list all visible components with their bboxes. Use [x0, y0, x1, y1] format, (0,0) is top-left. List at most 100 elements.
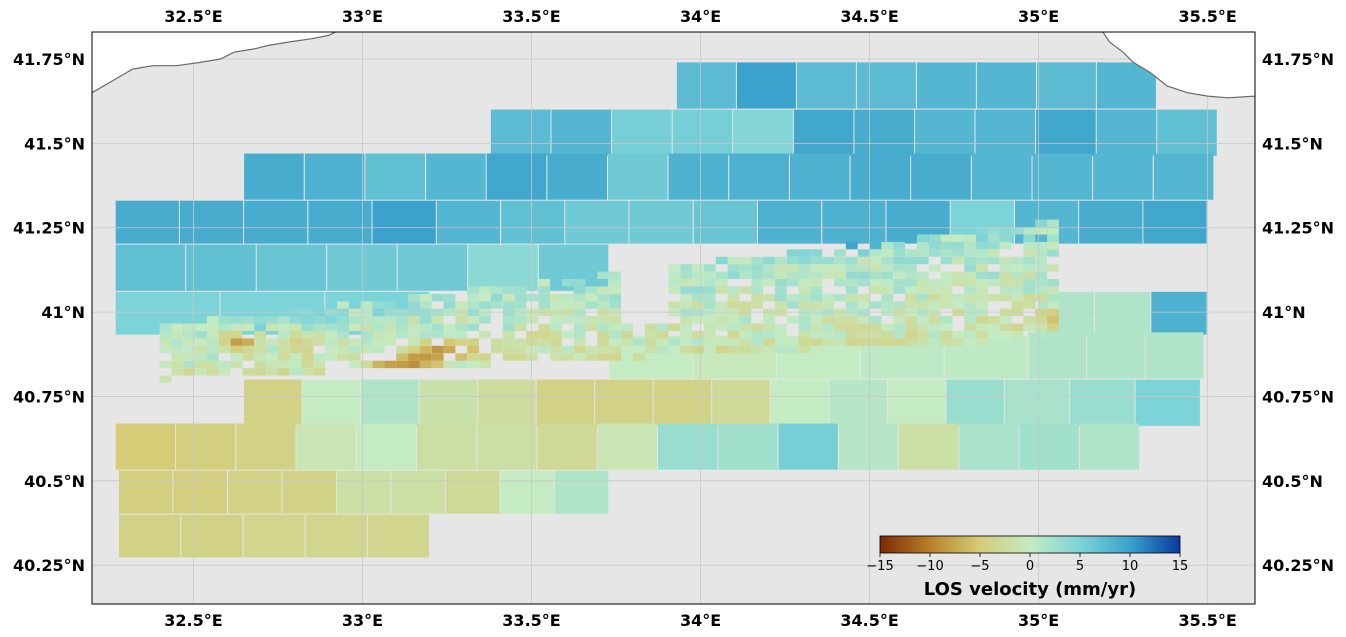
velocity-pixel: [668, 338, 681, 346]
velocity-pixel: [337, 323, 349, 331]
velocity-tile: [796, 62, 856, 109]
velocity-pixel: [845, 286, 858, 294]
velocity-pixel: [987, 249, 1000, 257]
lon-tick-label-bottom: 35.5°E: [1178, 611, 1236, 630]
velocity-pixel: [585, 316, 598, 324]
velocity-pixel: [845, 264, 858, 272]
velocity-pixel: [964, 301, 976, 309]
velocity-pixel: [561, 301, 574, 309]
velocity-tile: [115, 244, 186, 291]
velocity-pixel: [822, 256, 835, 265]
velocity-pixel: [242, 368, 255, 376]
velocity-pixel: [751, 271, 764, 279]
velocity-pixel: [337, 345, 349, 354]
velocity-pixel: [195, 331, 207, 339]
velocity-pixel: [703, 271, 716, 279]
velocity-pixel: [703, 279, 716, 287]
velocity-pixel: [869, 338, 882, 346]
velocity-tile: [179, 200, 244, 244]
velocity-pixel: [715, 345, 728, 354]
velocity-pixel: [396, 331, 409, 339]
lon-tick-label-bottom: 32.5°E: [164, 611, 222, 630]
velocity-pixel: [621, 323, 633, 331]
velocity-pixel: [277, 360, 290, 369]
velocity-pixel: [218, 345, 231, 354]
velocity-pixel: [1035, 323, 1047, 331]
velocity-pixel: [325, 338, 338, 346]
velocity-pixel: [254, 345, 267, 354]
velocity-pixel: [325, 323, 338, 331]
velocity-pixel: [526, 345, 539, 354]
velocity-pixel: [206, 338, 219, 346]
velocity-pixel: [195, 360, 207, 369]
velocity-pixel: [289, 323, 302, 331]
velocity-pixel: [763, 338, 775, 346]
velocity-tile: [693, 200, 757, 244]
lon-tick-label-top: 34°E: [680, 7, 721, 26]
velocity-pixel: [443, 360, 456, 369]
velocity-pixel: [893, 241, 906, 250]
velocity-pixel: [834, 323, 846, 331]
velocity-pixel: [964, 271, 976, 279]
velocity-pixel: [916, 241, 929, 250]
velocity-pixel: [834, 264, 846, 272]
velocity-pixel: [479, 360, 491, 369]
velocity-pixel: [881, 301, 894, 309]
velocity-pixel: [360, 316, 373, 324]
velocity-pixel: [1023, 293, 1036, 302]
velocity-pixel: [905, 301, 917, 309]
colorbar-tick-label: 5: [1076, 559, 1084, 574]
velocity-pixel: [928, 316, 941, 324]
velocity-pixel: [763, 256, 775, 265]
velocity-pixel: [928, 241, 941, 250]
velocity-tile: [361, 379, 419, 426]
velocity-pixel: [609, 271, 622, 279]
velocity-pixel: [715, 271, 728, 279]
velocity-pixel: [408, 360, 420, 369]
velocity-pixel: [952, 234, 965, 242]
velocity-pixel: [916, 301, 929, 309]
velocity-pixel: [1023, 249, 1036, 257]
velocity-pixel: [313, 331, 326, 339]
velocity-tile: [1019, 423, 1079, 470]
velocity-pixel: [538, 286, 551, 294]
velocity-pixel: [680, 323, 693, 331]
velocity-pixel: [739, 256, 752, 265]
velocity-tile: [181, 514, 243, 558]
velocity-pixel: [183, 345, 196, 354]
velocity-pixel: [550, 293, 562, 302]
velocity-pixel: [266, 338, 278, 346]
coastline-east-sea: [1102, 32, 1255, 98]
velocity-pixel: [301, 368, 314, 376]
velocity-pixel: [881, 323, 894, 331]
velocity-pixel: [964, 323, 976, 331]
velocity-pixel: [597, 286, 610, 294]
velocity-pixel: [692, 264, 704, 272]
velocity-pixel: [786, 271, 799, 279]
velocity-pixel: [419, 338, 432, 346]
velocity-pixel: [940, 293, 953, 302]
velocity-pixel: [301, 353, 314, 361]
velocity-pixel: [597, 323, 610, 331]
velocity-pixel: [467, 293, 480, 302]
velocity-pixel: [1035, 241, 1047, 250]
velocity-pixel: [313, 316, 326, 324]
velocity-pixel: [502, 286, 515, 294]
velocity-tile: [305, 514, 367, 558]
velocity-tile: [829, 379, 887, 426]
velocity-pixel: [905, 279, 917, 287]
velocity-pixel: [774, 271, 787, 279]
velocity-pixel: [798, 293, 811, 302]
velocity-pixel: [751, 301, 764, 309]
lat-tick-label-right: 40.25°N: [1262, 556, 1334, 575]
velocity-pixel: [727, 256, 740, 265]
velocity-pixel: [348, 345, 361, 354]
velocity-pixel: [171, 368, 184, 376]
velocity-pixel: [857, 256, 870, 265]
velocity-tile: [629, 200, 693, 244]
velocity-pixel: [573, 331, 586, 339]
velocity-pixel: [455, 323, 468, 331]
velocity-pixel: [952, 293, 965, 302]
velocity-pixel: [313, 353, 326, 361]
velocity-tile: [228, 470, 282, 514]
